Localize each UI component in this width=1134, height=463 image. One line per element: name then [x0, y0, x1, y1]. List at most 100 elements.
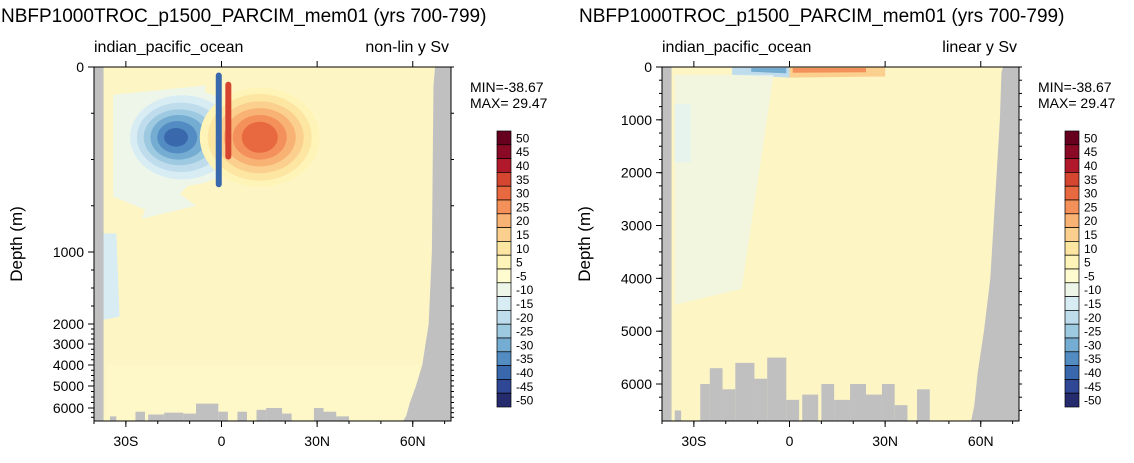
subtitle-left: indian_pacific_ocean: [94, 39, 243, 56]
seafloor-block: [135, 411, 145, 421]
seafloor-block: [709, 368, 723, 421]
max-stat: MAX= 29.47: [1038, 95, 1116, 111]
y-tick-label: 1000: [621, 112, 652, 128]
west-land: [94, 67, 104, 421]
colorbar-box: [1064, 379, 1080, 394]
colorbar-label: -5: [1084, 269, 1095, 283]
colorbar-label: -25: [516, 325, 534, 339]
colorbar-box: [496, 158, 512, 173]
seafloor-block: [821, 384, 835, 421]
colorbar-label: -40: [516, 366, 534, 380]
colorbar-label: 35: [516, 173, 530, 187]
colorbar-box: [1064, 323, 1080, 339]
colorbar-label: 5: [1084, 256, 1091, 270]
x-tick-label: 30N: [872, 433, 898, 449]
colorbar-box: [1064, 130, 1080, 146]
min-stat: MIN=-38.67: [470, 79, 544, 95]
colorbar-box: [496, 130, 512, 146]
max-stat: MAX= 29.47: [470, 95, 548, 111]
colorbar-label: 10: [1084, 242, 1098, 256]
colorbar-label: -50: [1084, 394, 1102, 408]
data-field: [94, 67, 451, 421]
colorbar-box: [496, 310, 512, 325]
y-tick-label: 3000: [621, 218, 652, 234]
colorbar-label: -20: [1084, 311, 1102, 325]
colorbar-label: -5: [516, 269, 527, 283]
x-tick-label: 0: [786, 433, 794, 449]
west-land: [662, 67, 672, 421]
y-tick-label: 4000: [53, 357, 84, 373]
colorbar-label: -35: [516, 352, 534, 366]
x-tick-label: 60N: [968, 433, 994, 449]
colorbar-box: [496, 379, 512, 394]
data-field: [662, 67, 1019, 421]
seafloor-block: [266, 408, 283, 421]
colorbar-box: [496, 254, 512, 270]
colorbar-label: -50: [516, 394, 534, 408]
seafloor-block: [700, 384, 710, 421]
seafloor-block: [767, 357, 787, 421]
seafloor-block: [802, 394, 819, 421]
seafloor-block: [834, 399, 851, 421]
seafloor-block: [183, 413, 196, 421]
colorbar-box: [1064, 199, 1080, 215]
y-tick-label: 4000: [621, 270, 652, 286]
y-tick-label: 0: [76, 59, 84, 75]
colorbar-box: [496, 199, 512, 215]
colorbar-box: [1064, 172, 1080, 187]
seafloor-block: [282, 413, 292, 421]
seafloor-block: [323, 411, 337, 421]
seafloor-block: [894, 405, 908, 421]
plot-frame: [93, 66, 452, 422]
equator-positive-core: [225, 81, 232, 160]
colorbar-label: -40: [1084, 366, 1102, 380]
seafloor-block: [735, 362, 755, 421]
x-tick-label: 30N: [304, 433, 330, 449]
colorbar-box: [496, 172, 512, 187]
colorbar-box: [496, 227, 512, 242]
colorbar-box: [496, 282, 512, 297]
seafloor-block: [674, 410, 682, 421]
y-axis-label: Depth (m): [7, 206, 26, 282]
min-stat: MIN=-38.67: [1038, 79, 1112, 95]
seafloor-block: [313, 408, 324, 421]
seafloor-block: [148, 414, 165, 421]
seafloor-block: [850, 384, 866, 421]
colorbar-label: 20: [1084, 214, 1098, 228]
y-tick-label: 1000: [53, 244, 84, 260]
colorbar-label: 25: [1084, 200, 1098, 214]
colorbar-box: [496, 213, 512, 228]
y-tick-label: 6000: [53, 400, 84, 416]
colorbar: 5045403530252015105-5-10-15-20-25-30-35-…: [496, 130, 534, 408]
colorbar-label: 10: [516, 242, 530, 256]
colorbar-box: [1064, 268, 1080, 284]
subtitle-right: non-lin y Sv: [365, 39, 449, 56]
positive-contour: [241, 121, 278, 153]
colorbar-box: [1064, 296, 1080, 311]
colorbar-label: -45: [516, 380, 534, 394]
seafloor-block: [881, 384, 895, 421]
chart-title: NBFP1000TROC_p1500_PARCIM_mem01 (yrs 700…: [1, 6, 486, 27]
colorbar-label: 15: [1084, 228, 1098, 242]
colorbar-box: [1064, 351, 1080, 366]
colorbar-box: [1064, 392, 1080, 408]
colorbar-box: [1064, 241, 1080, 256]
panel-2: NBFP1000TROC_p1500_PARCIM_mem01 (yrs 700…: [575, 6, 1116, 449]
colorbar-box: [496, 337, 512, 353]
x-tick-label: 0: [218, 433, 226, 449]
seafloor-block: [237, 411, 247, 421]
seafloor-block: [917, 389, 930, 421]
equator-negative-core: [215, 72, 222, 188]
y-tick-label: 6000: [621, 376, 652, 392]
colorbar-label: -20: [516, 311, 534, 325]
subtitle-right: linear y Sv: [942, 39, 1017, 56]
panel-1: NBFP1000TROC_p1500_PARCIM_mem01 (yrs 700…: [1, 6, 548, 449]
y-tick-label: 0: [644, 59, 652, 75]
colorbar-box: [496, 296, 512, 311]
seafloor-block: [218, 411, 228, 421]
deep-negative-patch: [100, 233, 120, 321]
seafloor-block: [164, 412, 184, 421]
colorbar-label: 45: [516, 145, 530, 159]
colorbar-box: [496, 351, 512, 366]
colorbar-label: 35: [1084, 173, 1098, 187]
